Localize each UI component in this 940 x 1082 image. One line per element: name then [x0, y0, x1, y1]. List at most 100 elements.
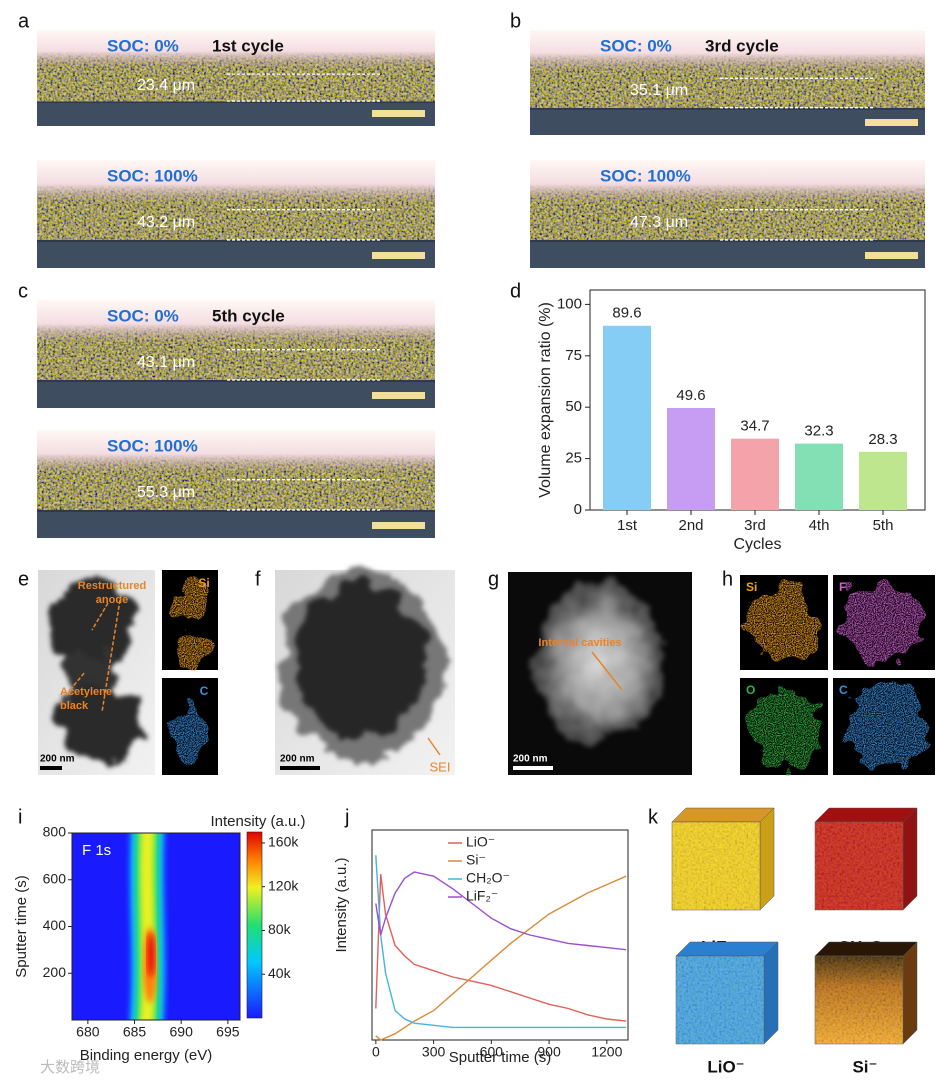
x-tick-label: 2nd	[678, 517, 703, 534]
x-axis-label: Cycles	[733, 536, 781, 553]
element-signal	[174, 580, 211, 620]
bar	[731, 438, 779, 510]
thickness-label: 47.3 μm	[630, 214, 688, 231]
map-label: C	[839, 683, 848, 697]
annotation: F 1s	[82, 842, 111, 859]
scale-bar	[372, 522, 425, 529]
cube-side	[902, 807, 918, 911]
y-tick-label: 800	[43, 824, 67, 840]
annotation: Restructured	[78, 580, 146, 592]
micrograph	[530, 160, 925, 268]
y-tick-label: 200	[43, 964, 67, 980]
x-axis-label: Binding energy (eV)	[80, 1047, 213, 1064]
map-label: Si	[746, 580, 757, 594]
substrate	[530, 109, 925, 135]
legend-label: CH₂O⁻	[466, 870, 510, 886]
x-tick-label: 0	[372, 1044, 380, 1060]
y-tick-label: 100	[557, 295, 582, 312]
colorbar-tick-label: 40k	[268, 965, 292, 981]
value-label: 32.3	[804, 423, 833, 440]
x-tick-label: 300	[422, 1044, 446, 1060]
annotation: anode	[96, 594, 128, 606]
y-tick-label: 600	[43, 870, 67, 886]
heatmap-hotspot	[147, 933, 155, 977]
x-tick-label: 5th	[873, 517, 894, 534]
cube-texture	[676, 956, 764, 1044]
particle	[58, 685, 142, 765]
legend-label: Si⁻	[466, 852, 486, 868]
x-tick-label: 690	[170, 1024, 194, 1040]
element-signal	[748, 582, 820, 663]
micrograph	[37, 30, 435, 126]
map-label: C	[200, 684, 209, 698]
substrate	[37, 382, 435, 408]
annotation: Internal cavities	[538, 637, 621, 649]
colorbar-tick-label: 120k	[268, 877, 299, 893]
y-tick-label: 25	[565, 450, 582, 467]
series-line	[375, 875, 627, 1041]
x-tick-label: 1st	[617, 517, 638, 534]
x-axis-label: Sputter time (s)	[449, 1049, 552, 1066]
panel-label: a	[18, 10, 30, 32]
y-tick-label: 75	[565, 347, 582, 364]
soc-label: SOC: 0%	[107, 36, 179, 55]
substrate	[37, 512, 435, 538]
element-signal	[170, 702, 210, 761]
arrow	[101, 599, 121, 713]
substrate	[530, 242, 925, 268]
thickness-label: 55.3 μm	[137, 484, 195, 501]
cube-top	[814, 807, 918, 823]
cube-side	[759, 807, 775, 911]
cube-texture	[815, 822, 903, 910]
panel-label: f	[255, 568, 261, 590]
y-tick-label: 400	[43, 917, 67, 933]
colorbar-tick-label: 160k	[268, 834, 299, 850]
thickness-label: 35.1 μm	[630, 82, 688, 99]
light-band	[530, 30, 925, 72]
x-tick-label: 680	[76, 1024, 100, 1040]
panel-label: d	[510, 280, 521, 302]
light-band	[37, 300, 435, 344]
micrograph	[530, 30, 925, 135]
scale-label: 200 nm	[513, 754, 548, 765]
thickness-label: 43.2 μm	[137, 214, 195, 231]
heatmap-image	[129, 833, 166, 1020]
legend-label: LiF₂⁻	[466, 888, 498, 904]
cube-top	[814, 941, 918, 957]
scale-bar	[865, 119, 918, 126]
micrograph	[37, 160, 435, 268]
map-label: Si	[198, 576, 209, 590]
cycle-label: 3rd cycle	[705, 36, 779, 55]
light-band	[37, 30, 435, 69]
cube-top	[675, 941, 779, 957]
bar	[667, 408, 715, 510]
bar	[603, 325, 651, 510]
particle	[294, 582, 426, 738]
soc-label: SOC: 100%	[107, 436, 198, 455]
series-line	[375, 871, 627, 951]
arrow	[91, 602, 109, 631]
element-signal	[843, 582, 925, 663]
light-band	[37, 160, 435, 204]
cycle-label: 5th cycle	[212, 306, 285, 325]
y-tick-label: 0	[574, 501, 582, 518]
value-label: 34.7	[740, 418, 769, 435]
scale-bar	[280, 766, 320, 770]
soc-label: SOC: 100%	[600, 166, 691, 185]
map-label: F	[839, 580, 846, 594]
series-line	[375, 855, 627, 1029]
x-tick-label: 1200	[591, 1044, 622, 1060]
element-signal	[843, 685, 925, 768]
thickness-label: 43.1 μm	[137, 354, 195, 371]
legend-label: LiO⁻	[466, 834, 495, 850]
cube-side	[763, 941, 779, 1045]
series-line	[375, 874, 627, 1022]
x-tick-label: 695	[216, 1024, 240, 1040]
cube-texture	[672, 822, 760, 910]
substrate	[37, 102, 435, 126]
panel-label: c	[18, 280, 28, 302]
panel-label: i	[18, 806, 22, 828]
cube-top	[671, 807, 775, 823]
scale-label: 200 nm	[40, 754, 75, 765]
